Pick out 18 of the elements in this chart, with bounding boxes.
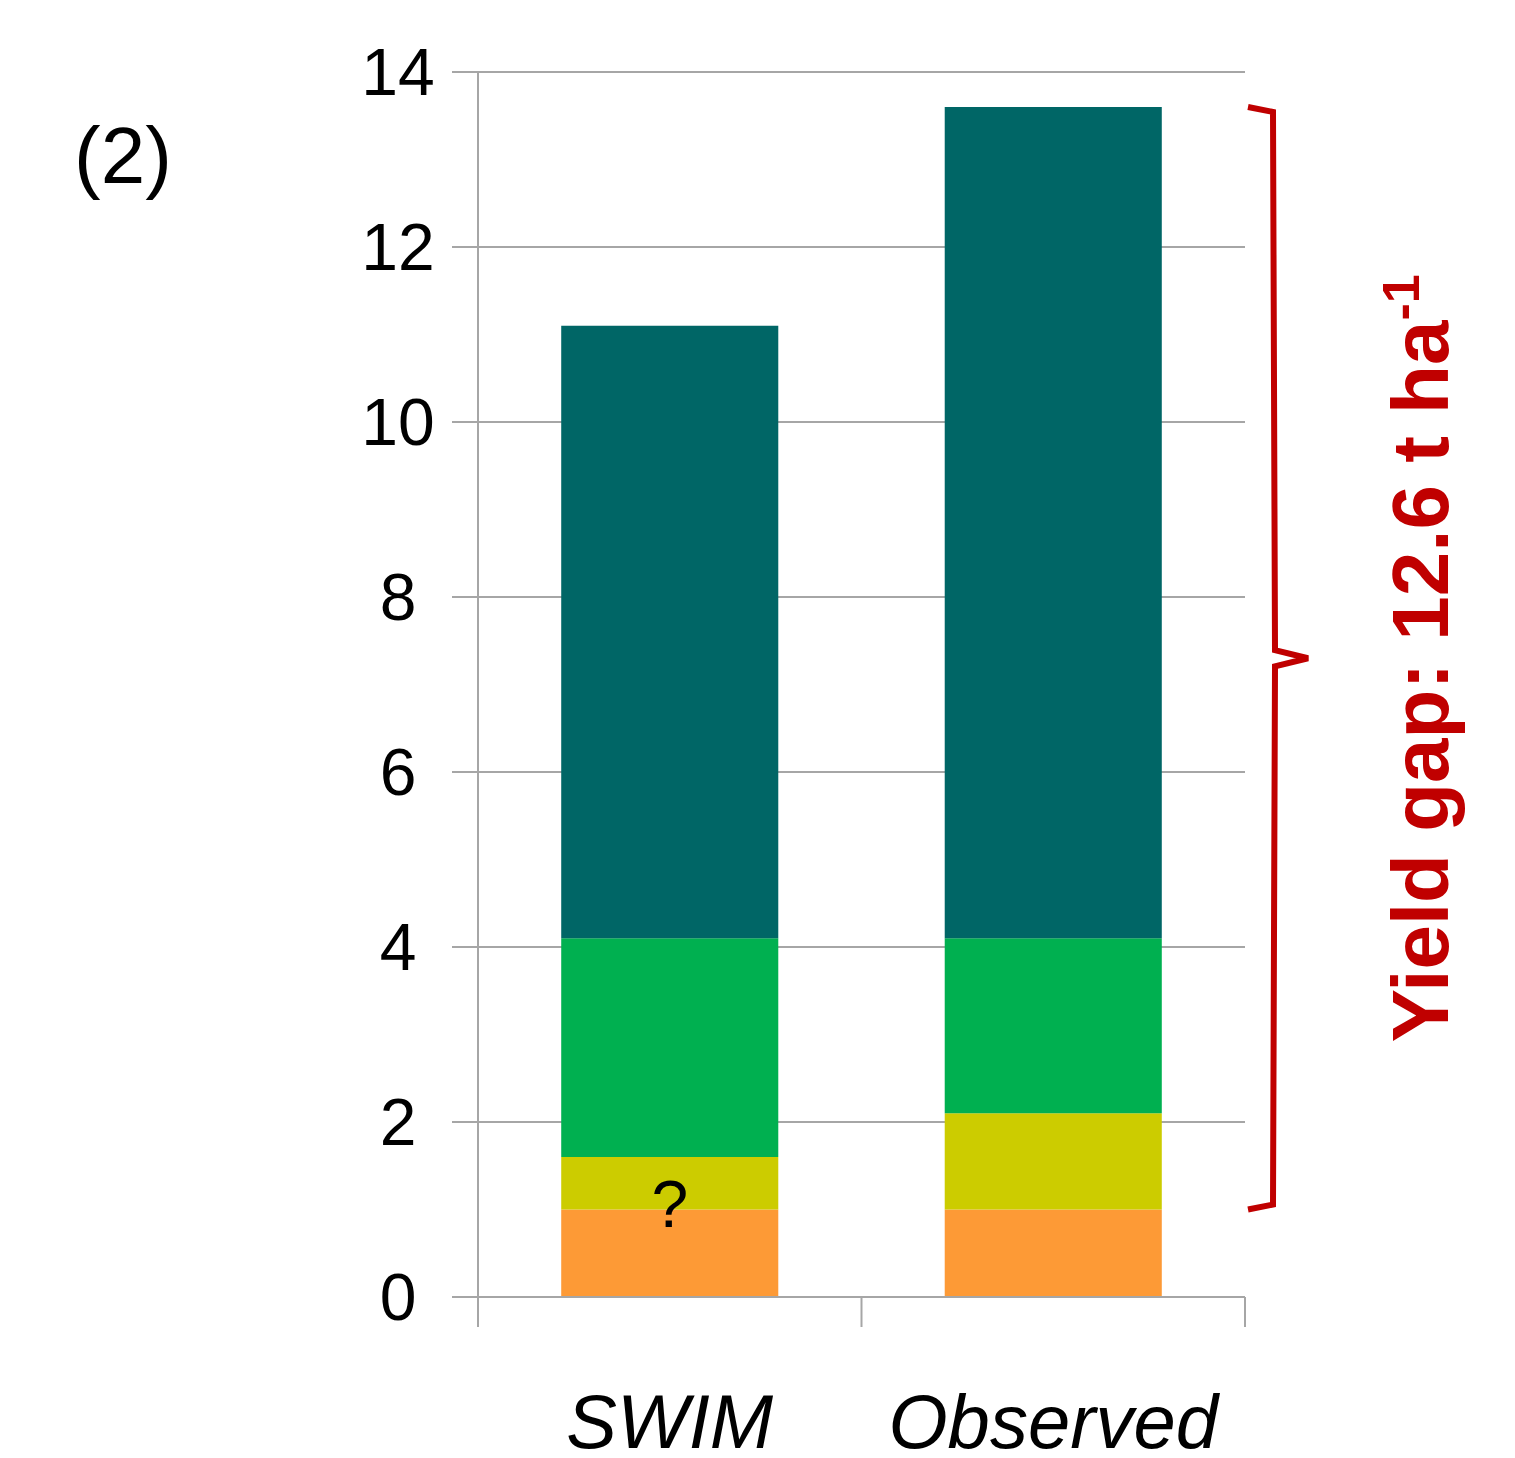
y-tick-label: 6 [379, 735, 417, 810]
bar [944, 1113, 1162, 1210]
bar [561, 325, 779, 939]
bar [944, 107, 1162, 939]
y-tick-label: 10 [361, 385, 435, 460]
y-tick-label: 4 [379, 910, 417, 985]
bar [561, 938, 779, 1157]
bar [944, 938, 1162, 1114]
bar [944, 1209, 1162, 1297]
text: (2) [74, 111, 172, 200]
annotation: ? [651, 1167, 689, 1241]
y-tick-label: 8 [379, 560, 417, 635]
x-tick-label: Observed [888, 1379, 1221, 1458]
y-tick-label: 2 [379, 1085, 417, 1160]
y-tick-label: 14 [361, 35, 435, 110]
y-tick-label: 0 [379, 1260, 417, 1335]
x-tick-label: SWIM [566, 1379, 774, 1458]
y-tick-label: 12 [361, 210, 435, 285]
